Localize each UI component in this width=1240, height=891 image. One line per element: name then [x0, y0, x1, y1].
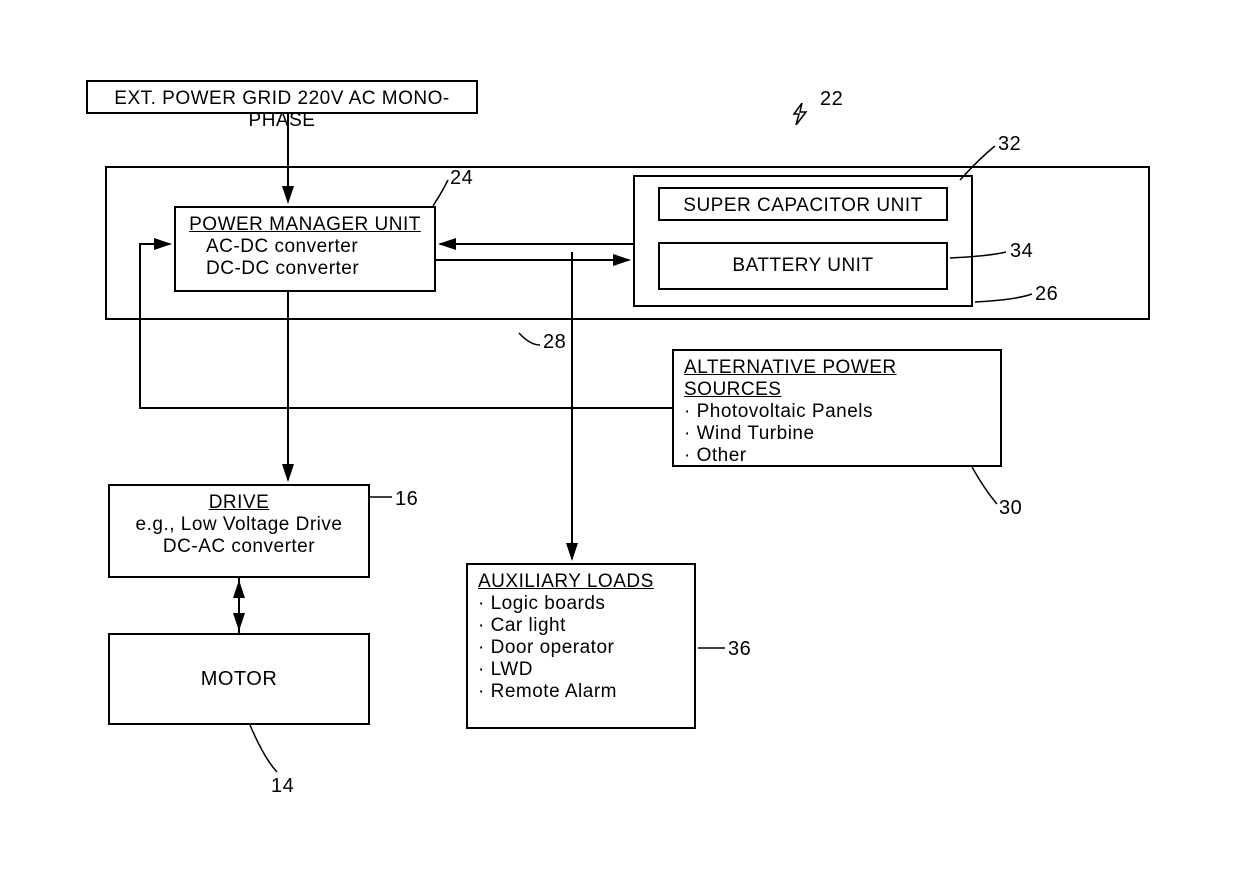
- power-manager-title: POWER MANAGER UNIT: [186, 214, 424, 236]
- drive-line2: DC-AC converter: [120, 536, 358, 558]
- label-36: 36: [728, 638, 751, 661]
- alt-power-line3: · Other: [684, 445, 990, 467]
- aux-loads-line2: · Car light: [478, 615, 684, 637]
- power-manager-line1: AC-DC converter: [186, 236, 424, 258]
- power-manager-line2: DC-DC converter: [186, 258, 424, 280]
- aux-loads-title: AUXILIARY LOADS: [478, 571, 684, 593]
- aux-loads-box: AUXILIARY LOADS · Logic boards · Car lig…: [466, 563, 696, 729]
- label-24: 24: [450, 167, 473, 190]
- alt-power-line1: · Photovoltaic Panels: [684, 401, 990, 423]
- motor-text: MOTOR: [201, 668, 278, 691]
- drive-line1: e.g., Low Voltage Drive: [120, 514, 358, 536]
- power-manager-box: POWER MANAGER UNIT AC-DC converter DC-DC…: [174, 206, 436, 292]
- drive-title: DRIVE: [120, 492, 358, 514]
- label-30: 30: [999, 497, 1022, 520]
- super-cap-box: SUPER CAPACITOR UNIT: [658, 187, 948, 221]
- label-22: 22: [820, 88, 843, 111]
- label-34: 34: [1010, 240, 1033, 263]
- aux-loads-line5: · Remote Alarm: [478, 681, 684, 703]
- alt-power-box: ALTERNATIVE POWER SOURCES · Photovoltaic…: [672, 349, 1002, 467]
- connector-lines: [0, 0, 1240, 891]
- super-cap-text: SUPER CAPACITOR UNIT: [683, 195, 922, 216]
- drive-box: DRIVE e.g., Low Voltage Drive DC-AC conv…: [108, 484, 370, 578]
- aux-loads-line4: · LWD: [478, 659, 684, 681]
- battery-box: BATTERY UNIT: [658, 242, 948, 290]
- ext-power-text: EXT. POWER GRID 220V AC MONO-PHASE: [114, 88, 449, 131]
- label-28: 28: [543, 331, 566, 354]
- label-14: 14: [271, 775, 294, 798]
- aux-loads-line3: · Door operator: [478, 637, 684, 659]
- aux-loads-line1: · Logic boards: [478, 593, 684, 615]
- motor-box: MOTOR: [108, 633, 370, 725]
- battery-text: BATTERY UNIT: [732, 255, 873, 277]
- label-16: 16: [395, 488, 418, 511]
- label-32: 32: [998, 133, 1021, 156]
- alt-power-line2: · Wind Turbine: [684, 423, 990, 445]
- lightning-icon: [790, 103, 810, 132]
- label-26: 26: [1035, 283, 1058, 306]
- alt-power-title: ALTERNATIVE POWER SOURCES: [684, 357, 990, 401]
- ext-power-box: EXT. POWER GRID 220V AC MONO-PHASE: [86, 80, 478, 114]
